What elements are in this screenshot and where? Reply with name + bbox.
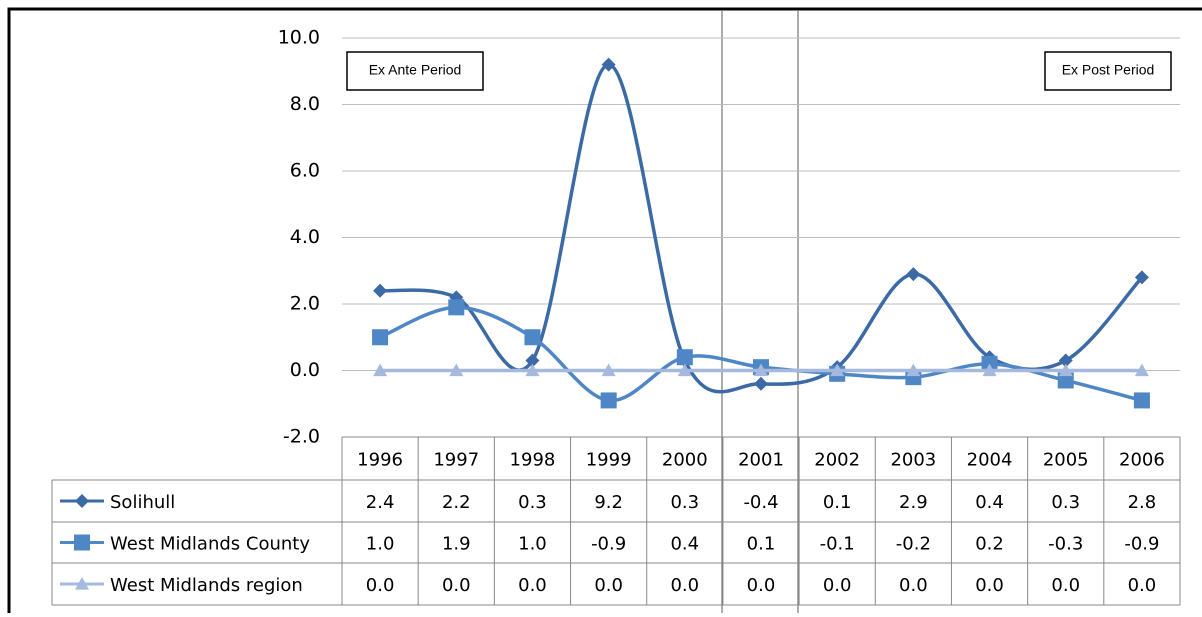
marker <box>1058 353 1073 368</box>
x-tick-label: 2005 <box>1043 450 1089 471</box>
marker <box>677 363 692 377</box>
table-value: 0.3 <box>518 492 547 513</box>
table-value: 0.1 <box>747 534 776 555</box>
table-value: 0.0 <box>1128 575 1157 596</box>
table-value: 0.0 <box>442 575 471 596</box>
table-value: 0.0 <box>899 575 928 596</box>
marker <box>906 267 921 282</box>
marker <box>906 363 921 377</box>
marker <box>373 283 388 298</box>
table-value: 0.4 <box>975 492 1004 513</box>
table-value: 2.2 <box>442 492 471 513</box>
marker <box>1134 270 1149 285</box>
x-tick-label: 2004 <box>967 450 1013 471</box>
y-tick-label: -2.0 <box>283 426 320 448</box>
table-value: 0.3 <box>670 492 699 513</box>
marker <box>1134 363 1149 377</box>
marker <box>754 363 768 377</box>
table-value: -0.4 <box>743 492 778 513</box>
table-value: 0.0 <box>670 575 699 596</box>
table-value: 0.4 <box>670 534 699 555</box>
table-value: 1.9 <box>442 534 471 555</box>
table-value: 0.0 <box>747 575 776 596</box>
marker <box>1133 392 1150 409</box>
x-tick-label: 2001 <box>738 450 784 471</box>
table-value: 0.0 <box>975 575 1004 596</box>
marker <box>373 363 388 377</box>
series-line <box>379 62 1144 394</box>
marker <box>1057 372 1074 389</box>
marker <box>1058 363 1073 377</box>
y-tick-label: 8.0 <box>290 93 320 115</box>
table-value: 1.0 <box>518 534 547 555</box>
marker <box>448 299 465 316</box>
legend-marker <box>74 534 90 551</box>
marker <box>372 329 389 346</box>
y-tick-label: 2.0 <box>290 293 320 315</box>
x-tick-label: 2006 <box>1119 450 1165 471</box>
table-value: 0.2 <box>975 534 1004 555</box>
x-tick-label: 2002 <box>814 450 860 471</box>
y-tick-label: 0.0 <box>290 359 320 381</box>
marker <box>601 57 616 72</box>
annotation: Ex Ante Period <box>369 62 462 78</box>
table-value: 0.0 <box>1051 575 1080 596</box>
annotation: Ex Post Period <box>1062 62 1155 78</box>
table-value: -0.1 <box>820 534 855 555</box>
marker <box>525 353 540 368</box>
table-value: 9.2 <box>594 492 623 513</box>
table-value: 2.8 <box>1128 492 1157 513</box>
frame <box>7 7 1202 617</box>
annotation-box <box>346 51 484 91</box>
legend-label: Solihull <box>110 492 175 513</box>
legend-marker <box>75 494 89 508</box>
legend-label: West Midlands region <box>110 575 303 596</box>
marker <box>754 376 768 391</box>
legend-label: West Midlands County <box>110 534 310 555</box>
x-tick-label: 1997 <box>433 450 479 471</box>
table-value: 2.9 <box>899 492 928 513</box>
table-value: 1.0 <box>366 534 395 555</box>
y-tick-label: 4.0 <box>290 226 320 248</box>
marker <box>525 363 540 377</box>
annotation-box <box>1044 51 1172 91</box>
series-line <box>379 305 1143 403</box>
marker <box>982 363 997 377</box>
marker <box>600 392 617 409</box>
table-value: -0.9 <box>1124 534 1159 555</box>
marker <box>601 363 616 377</box>
table-value: -0.3 <box>1048 534 1083 555</box>
table-value: 0.1 <box>823 492 852 513</box>
table-value: 0.0 <box>518 575 547 596</box>
legend-marker <box>75 577 89 590</box>
y-tick-label: 10.0 <box>278 27 320 49</box>
table-value: -0.2 <box>896 534 931 555</box>
x-tick-label: 2003 <box>890 450 936 471</box>
marker <box>830 363 845 377</box>
table-value: 0.0 <box>366 575 395 596</box>
y-tick-label: 6.0 <box>290 160 320 182</box>
marker <box>524 329 541 346</box>
x-tick-label: 1999 <box>586 450 632 471</box>
table-value: 0.0 <box>823 575 852 596</box>
x-tick-label: 2000 <box>662 450 708 471</box>
marker <box>676 349 693 366</box>
x-tick-label: 1998 <box>510 450 556 471</box>
x-tick-label: 1996 <box>357 450 403 471</box>
table-value: 2.4 <box>366 492 395 513</box>
table-value: 0.0 <box>594 575 623 596</box>
table-value: -0.9 <box>591 534 626 555</box>
marker <box>449 363 464 377</box>
table-value: 0.3 <box>1051 492 1080 513</box>
